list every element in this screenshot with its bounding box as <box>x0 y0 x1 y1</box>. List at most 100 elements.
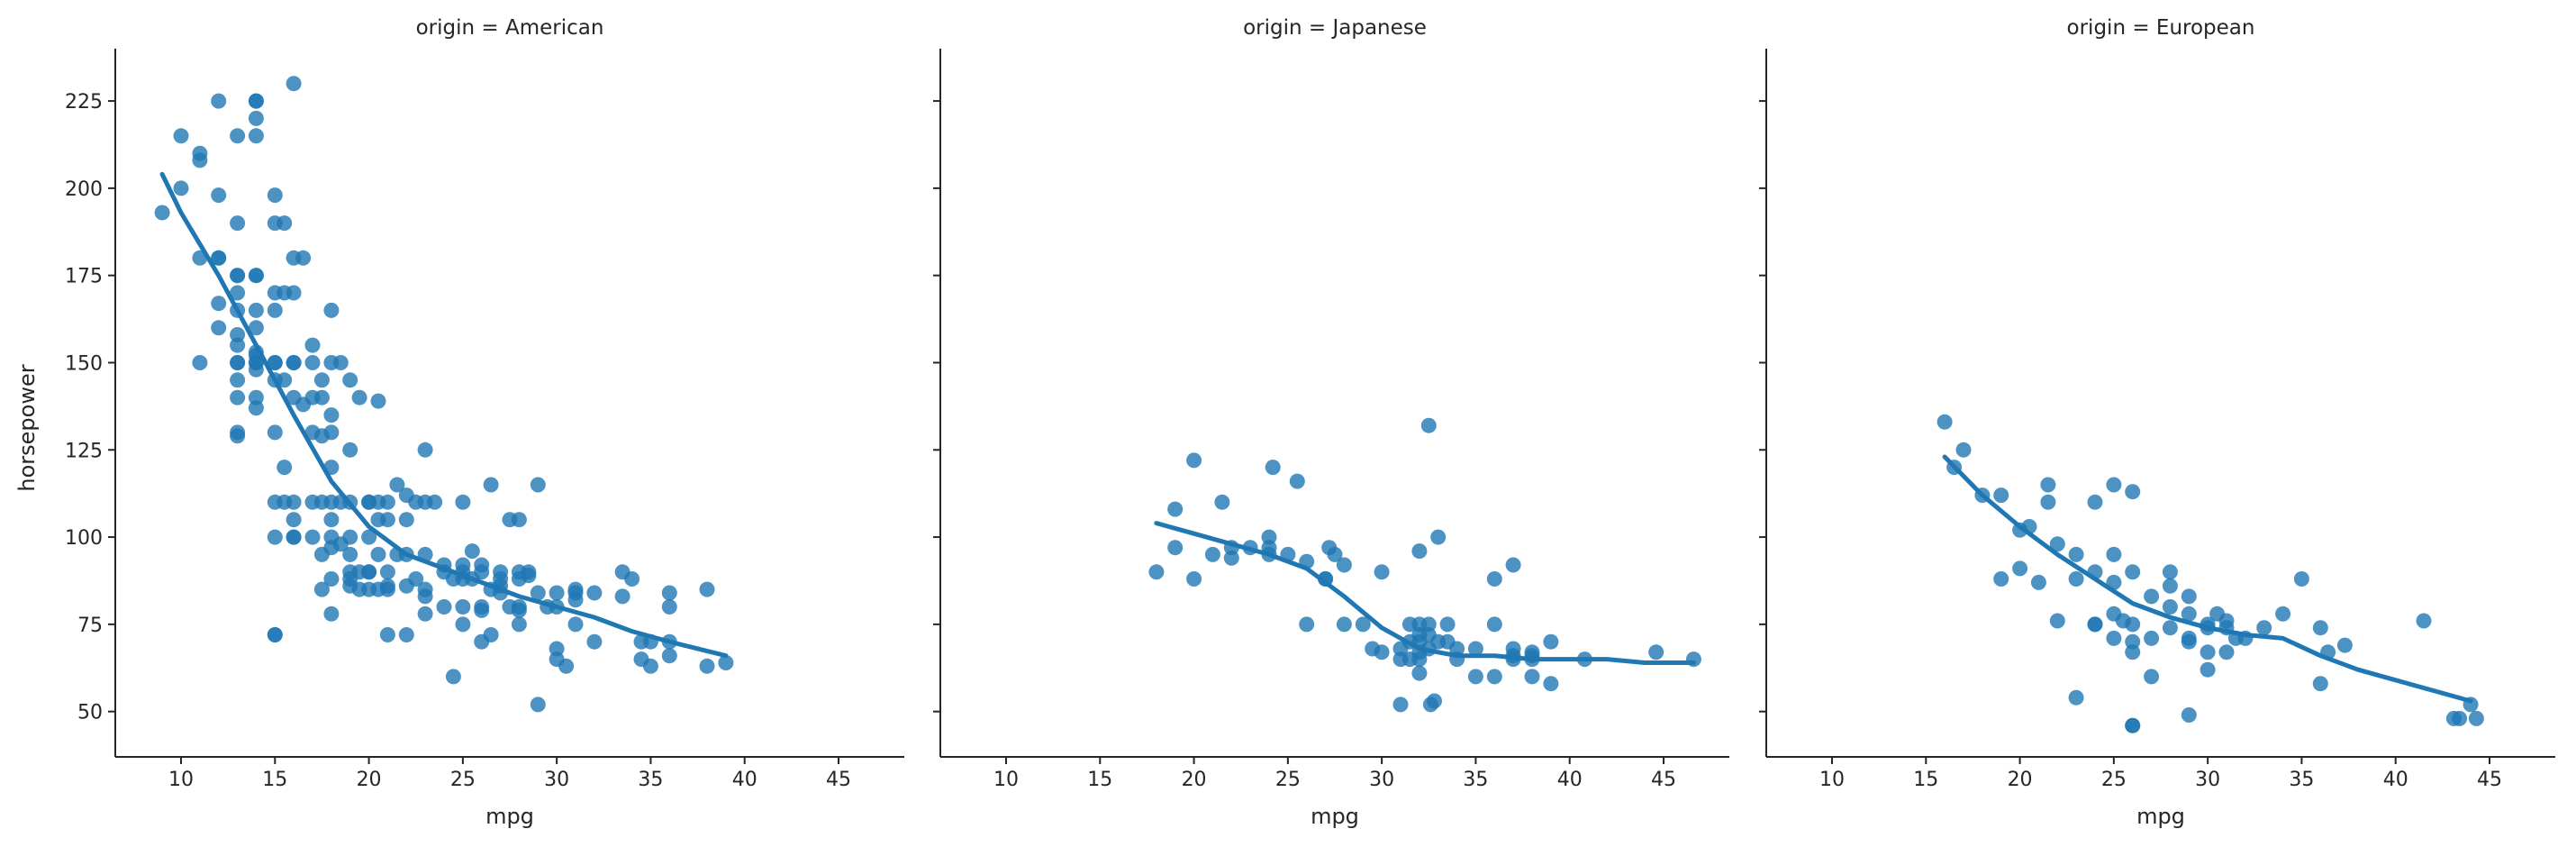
y-tick-label: 200 <box>65 178 103 201</box>
data-point <box>567 616 584 633</box>
data-point <box>1265 460 1281 476</box>
data-point <box>661 648 677 664</box>
data-point <box>1937 414 1953 430</box>
data-point <box>2200 661 2216 678</box>
data-point <box>474 602 490 618</box>
data-point <box>286 512 302 528</box>
data-point <box>1392 697 1409 713</box>
data-point <box>2256 620 2272 636</box>
data-point <box>1427 693 1442 709</box>
data-point <box>295 250 312 266</box>
data-point <box>173 128 189 144</box>
data-point <box>2125 616 2141 633</box>
data-point <box>1993 571 2009 587</box>
panel-japanese-axes: 10 15 20 25 30 35 40 45 <box>933 49 1729 791</box>
data-point <box>2106 477 2122 493</box>
panel-title-american: origin = American <box>416 16 604 40</box>
data-point <box>661 585 677 601</box>
data-point <box>661 599 677 615</box>
x-tick-label: 35 <box>1463 769 1488 791</box>
data-point <box>267 355 283 370</box>
data-point <box>1524 669 1540 685</box>
data-point <box>211 93 227 109</box>
panel-american: origin = American 10 15 20 25 30 35 40 45507510… <box>65 16 904 829</box>
data-point <box>323 512 340 528</box>
data-point <box>2125 717 2141 733</box>
data-point <box>567 592 584 608</box>
data-point <box>379 494 395 510</box>
data-point <box>2144 669 2160 685</box>
data-point <box>2068 546 2084 562</box>
data-point <box>230 215 246 232</box>
data-point <box>1223 550 1239 566</box>
data-point <box>173 180 189 196</box>
data-point <box>2068 689 2084 706</box>
x-tick-label: 35 <box>2289 769 2314 791</box>
x-tick-label: 45 <box>2477 769 2502 791</box>
panel-japanese: origin = Japanese 10 15 20 25 30 35 40 45 mpg <box>933 16 1729 829</box>
data-point <box>1374 644 1390 660</box>
x-axis-label-japanese: mpg <box>1311 804 1359 829</box>
data-point <box>211 187 227 204</box>
data-point <box>379 512 395 528</box>
data-point <box>323 302 340 318</box>
x-tick-label: 30 <box>1369 769 1394 791</box>
data-point <box>2452 710 2468 726</box>
panel-european: origin = European 10 15 20 25 30 35 40 45 mpg <box>1759 16 2555 829</box>
data-point <box>614 588 630 605</box>
data-point <box>1648 644 1664 660</box>
data-point <box>1543 676 1559 692</box>
data-point <box>2125 564 2141 580</box>
data-point <box>211 250 227 266</box>
y-tick-label: 50 <box>77 702 103 724</box>
lowess-fit-line-american <box>159 171 729 659</box>
data-point <box>267 302 283 318</box>
data-point <box>1486 669 1502 685</box>
panel-title-japanese: origin = Japanese <box>1243 16 1427 40</box>
data-point <box>1336 557 1352 573</box>
data-point <box>558 658 575 674</box>
data-point <box>2144 588 2160 605</box>
data-point <box>1167 540 1184 556</box>
data-point <box>304 529 321 545</box>
data-point <box>286 355 302 370</box>
data-point <box>313 389 330 405</box>
data-point <box>323 424 340 441</box>
data-point <box>304 337 321 353</box>
x-tick-label: 15 <box>1913 769 1938 791</box>
data-point <box>323 606 340 622</box>
data-point <box>521 568 537 584</box>
data-point <box>455 616 471 633</box>
data-point <box>483 627 499 642</box>
data-point <box>1355 616 1371 633</box>
x-tick-label: 10 <box>993 769 1019 791</box>
data-point <box>1186 452 1202 469</box>
data-point <box>511 602 527 618</box>
x-tick-label: 15 <box>262 769 287 791</box>
data-point <box>2293 571 2309 587</box>
data-point <box>417 606 433 622</box>
data-point <box>342 546 358 562</box>
data-point <box>586 633 603 650</box>
data-point <box>1299 616 1315 633</box>
data-point <box>1420 417 1437 433</box>
data-point <box>2106 546 2122 562</box>
panel-japanese-marks <box>1148 417 1701 713</box>
data-point <box>323 571 340 587</box>
data-point <box>248 400 264 416</box>
data-point <box>2049 536 2065 552</box>
data-point <box>1411 543 1428 560</box>
data-point <box>398 512 414 528</box>
data-point <box>230 428 246 444</box>
data-point <box>211 320 227 336</box>
data-point <box>277 460 293 476</box>
x-tick-label: 30 <box>2195 769 2220 791</box>
data-point <box>230 355 246 370</box>
data-point <box>408 571 424 587</box>
data-point <box>379 564 395 580</box>
x-tick-label: 25 <box>450 769 476 791</box>
data-point <box>192 152 208 168</box>
data-point <box>699 581 715 597</box>
data-point <box>230 268 246 284</box>
data-point <box>1411 665 1428 681</box>
